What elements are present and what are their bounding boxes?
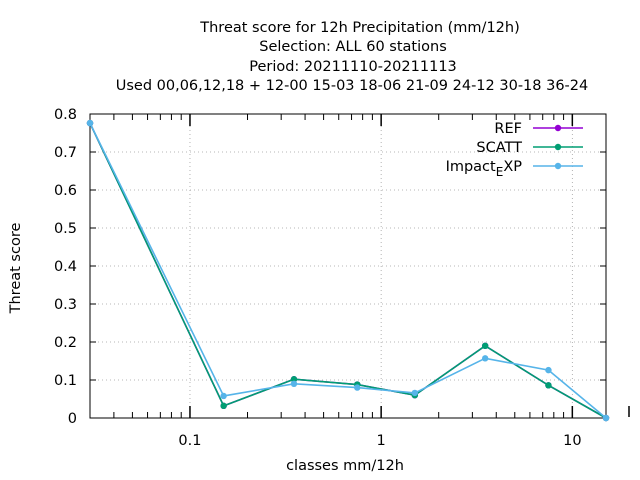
series-layer [86,119,610,422]
legend-swatch-marker [554,143,562,151]
data-point [411,389,419,397]
y-tick-label: 0.7 [54,145,77,161]
data-point [354,384,361,391]
axis-ticks: 0 0.1 0.2 0.3 0.4 0.5 0.6 0.7 0.8 0.1 1 10 [54,107,630,449]
data-point [481,342,489,349]
x-axis-label: classes mm/12h [286,458,404,474]
series-scatt [86,119,610,422]
legend-label: SCATT [476,140,522,156]
legend-label: ImpactEXP [446,159,523,179]
data-point [290,380,298,387]
y-axis-label: Threat score [8,223,24,315]
data-point [481,355,489,362]
x-tick-label: 0.1 [178,433,201,449]
grid [90,114,606,418]
title-line-3: Period: 20211110-20211113 [249,59,457,75]
x-tick-label: 10 [563,433,581,449]
chart-title: Threat score for 12h Precipitation (mm/1… [116,20,589,94]
y-tick-label: 0 [68,411,77,427]
legend-entry: REF [494,121,583,137]
data-point [220,392,227,400]
data-point [545,366,552,374]
y-tick-label: 0.2 [54,335,77,351]
y-tick-label: 0.1 [54,373,77,389]
legend-entry: ImpactEXP [446,159,583,179]
y-tick-label: 0.4 [54,259,77,275]
legend: REF SCATT ImpactEXP [446,121,583,179]
data-point [86,119,94,127]
data-point [290,376,298,383]
y-tick-label: 0.5 [54,221,77,237]
title-line-2: Selection: ALL 60 stations [259,39,447,55]
series-ref [86,119,610,422]
data-point [602,414,610,422]
title-line-1: Threat score for 12h Precipitation (mm/1… [199,20,520,36]
data-point [545,382,552,389]
series-impact [86,119,610,422]
y-tick-label: 0.3 [54,297,77,313]
series-line [89,122,607,419]
data-point [220,402,227,410]
legend-label: REF [494,121,522,137]
legend-entry: SCATT [476,140,583,156]
legend-swatch-marker [554,124,562,132]
title-line-4: Used 00,06,12,18 + 12-00 15-03 18-06 21-… [116,78,589,94]
series-line [89,122,607,419]
y-tick-label: 0.8 [54,107,77,123]
legend-swatch-marker [554,162,562,170]
x-tick-label: 1 [377,433,386,449]
y-tick-label: 0.6 [54,183,77,199]
